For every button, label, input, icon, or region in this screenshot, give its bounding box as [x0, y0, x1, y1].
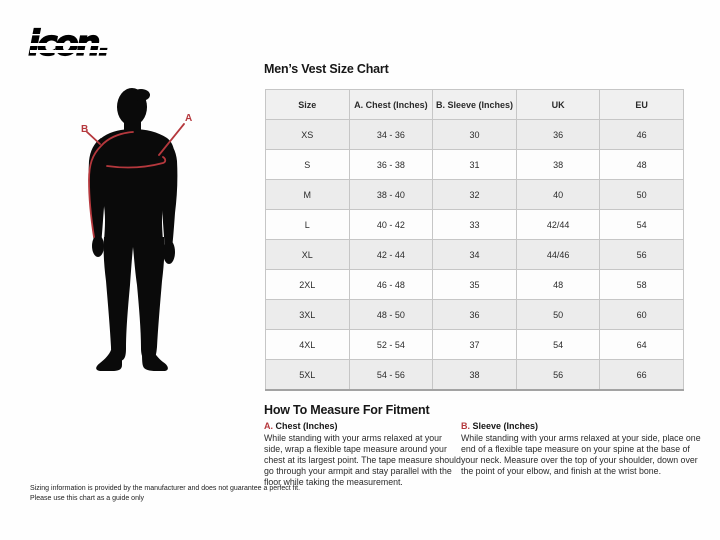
table-cell: XS	[265, 119, 350, 150]
disclaimer-line: Please use this chart as a guide only	[30, 494, 145, 502]
table-cell: L	[265, 209, 350, 240]
column-header: EU	[599, 89, 684, 120]
table-cell: 48	[515, 269, 601, 300]
table-row: 2XL 46 - 48 35 48 58	[265, 269, 684, 300]
sleeve-label-leader	[86, 131, 101, 145]
silhouette-body	[88, 88, 178, 371]
table-cell: XL	[265, 239, 350, 270]
sleeve-measure-line	[88, 131, 134, 238]
measure-section-label: Sleeve (Inches)	[472, 421, 539, 431]
measure-section-body: While standing with your arms relaxed at…	[264, 433, 461, 487]
table-cell: 36 - 38	[348, 149, 434, 180]
disclaimer: Sizing information is provided by the ma…	[30, 484, 300, 503]
table-cell: 56	[599, 239, 684, 270]
table-cell: 34 - 36	[348, 119, 434, 150]
size-chart-title: Men’s Vest Size Chart	[264, 62, 389, 76]
table-row: L 40 - 42 33 42/44 54	[265, 209, 684, 240]
table-cell: 44/46	[515, 239, 601, 270]
table-cell: 4XL	[265, 329, 350, 360]
table-cell: 32	[432, 179, 517, 210]
column-header: B. Sleeve (Inches)	[432, 89, 517, 120]
measure-section-prefix: B.	[461, 421, 470, 431]
logo-stripe	[30, 43, 148, 46]
table-row: 5XL 54 - 56 38 56 66	[265, 359, 684, 391]
table-cell: 58	[599, 269, 684, 300]
column-header: UK	[515, 89, 601, 120]
table-row: M 38 - 40 32 40 50	[265, 179, 684, 210]
chest-measure-line	[106, 156, 167, 169]
table-cell: 46 - 48	[348, 269, 434, 300]
table-cell: 52 - 54	[348, 329, 434, 360]
table-cell: 38	[515, 149, 601, 180]
table-cell: 42/44	[515, 209, 601, 240]
table-cell: 3XL	[265, 299, 350, 330]
table-row: S 36 - 38 31 38 48	[265, 149, 684, 180]
table-cell: 50	[599, 179, 684, 210]
measure-section-label: Chest (Inches)	[275, 421, 338, 431]
table-cell: 56	[515, 359, 601, 391]
chest-label-leader	[158, 123, 185, 156]
size-chart-table: Size A. Chest (Inches) B. Sleeve (Inches) U…	[265, 89, 684, 391]
table-cell: 60	[599, 299, 684, 330]
table-row: XS 34 - 36 30 36 46	[265, 119, 684, 150]
table-cell: 31	[432, 149, 517, 180]
table-cell: S	[265, 149, 350, 180]
column-header: A. Chest (Inches)	[348, 89, 434, 120]
table-cell: 30	[432, 119, 517, 150]
table-cell: M	[265, 179, 350, 210]
table-cell: 38	[432, 359, 517, 391]
disclaimer-line: Sizing information is provided by the ma…	[30, 485, 301, 492]
measure-section-body: While standing with your arms relaxed at…	[461, 433, 701, 476]
sleeve-label-b: B	[81, 124, 88, 135]
table-cell: 36	[432, 299, 517, 330]
table-cell: 66	[599, 359, 684, 391]
column-header: Size	[265, 89, 350, 120]
table-cell: 38 - 40	[348, 179, 434, 210]
brand-logo: icon.	[27, 23, 158, 66]
male-silhouette-figure: B A	[81, 88, 192, 371]
logo-stripe	[30, 50, 148, 53]
table-cell: 35	[432, 269, 517, 300]
header-row: Size A. Chest (Inches) B. Sleeve (Inches) U…	[265, 89, 684, 120]
table-cell: 54	[599, 209, 684, 240]
table-cell: 36	[515, 119, 601, 150]
table-cell: 48 - 50	[348, 299, 434, 330]
table-cell: 46	[599, 119, 684, 150]
table-row: 4XL 52 - 54 37 54 64	[265, 329, 684, 360]
measure-section-sleeve: B. Sleeve (Inches) While standing with y…	[461, 421, 701, 477]
table-cell: 64	[599, 329, 684, 360]
table-cell: 40	[515, 179, 601, 210]
table-cell: 5XL	[265, 359, 350, 391]
table-cell: 54	[515, 329, 601, 360]
table-cell: 37	[432, 329, 517, 360]
table-cell: 50	[515, 299, 601, 330]
chest-label-a: A	[185, 113, 192, 124]
how-to-measure-title: How To Measure For Fitment	[264, 403, 430, 417]
measure-section-heading: B. Sleeve (Inches)	[461, 421, 701, 432]
table-cell: 54 - 56	[348, 359, 434, 391]
table-cell: 42 - 44	[348, 239, 434, 270]
measure-section-heading: A. Chest (Inches)	[264, 421, 462, 432]
table-cell: 2XL	[265, 269, 350, 300]
measure-section-chest: A. Chest (Inches) While standing with yo…	[264, 421, 462, 488]
table-cell: 33	[432, 209, 517, 240]
table-cell: 40 - 42	[348, 209, 434, 240]
table-row: XL 42 - 44 34 44/46 56	[265, 239, 684, 270]
measure-section-prefix: A.	[264, 421, 273, 431]
table-cell: 48	[599, 149, 684, 180]
table-row: 3XL 48 - 50 36 50 60	[265, 299, 684, 330]
table-cell: 34	[432, 239, 517, 270]
